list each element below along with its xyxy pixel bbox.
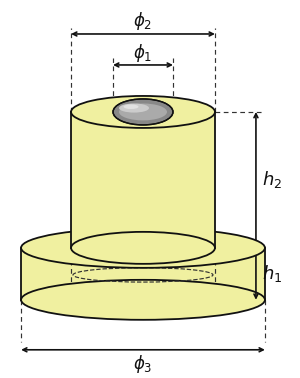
Ellipse shape: [119, 104, 167, 120]
Polygon shape: [71, 112, 215, 248]
Text: $\phi_2$: $\phi_2$: [134, 10, 153, 32]
Polygon shape: [21, 248, 265, 300]
Ellipse shape: [113, 99, 173, 125]
Text: $\phi_1$: $\phi_1$: [133, 42, 153, 64]
Ellipse shape: [71, 96, 215, 128]
Ellipse shape: [124, 104, 139, 109]
Ellipse shape: [119, 104, 149, 113]
Text: $\phi_3$: $\phi_3$: [133, 353, 153, 375]
Text: $h_1$: $h_1$: [262, 263, 282, 284]
Ellipse shape: [21, 228, 265, 268]
Ellipse shape: [21, 280, 265, 320]
Ellipse shape: [71, 232, 215, 264]
Text: $h_2$: $h_2$: [262, 169, 282, 191]
